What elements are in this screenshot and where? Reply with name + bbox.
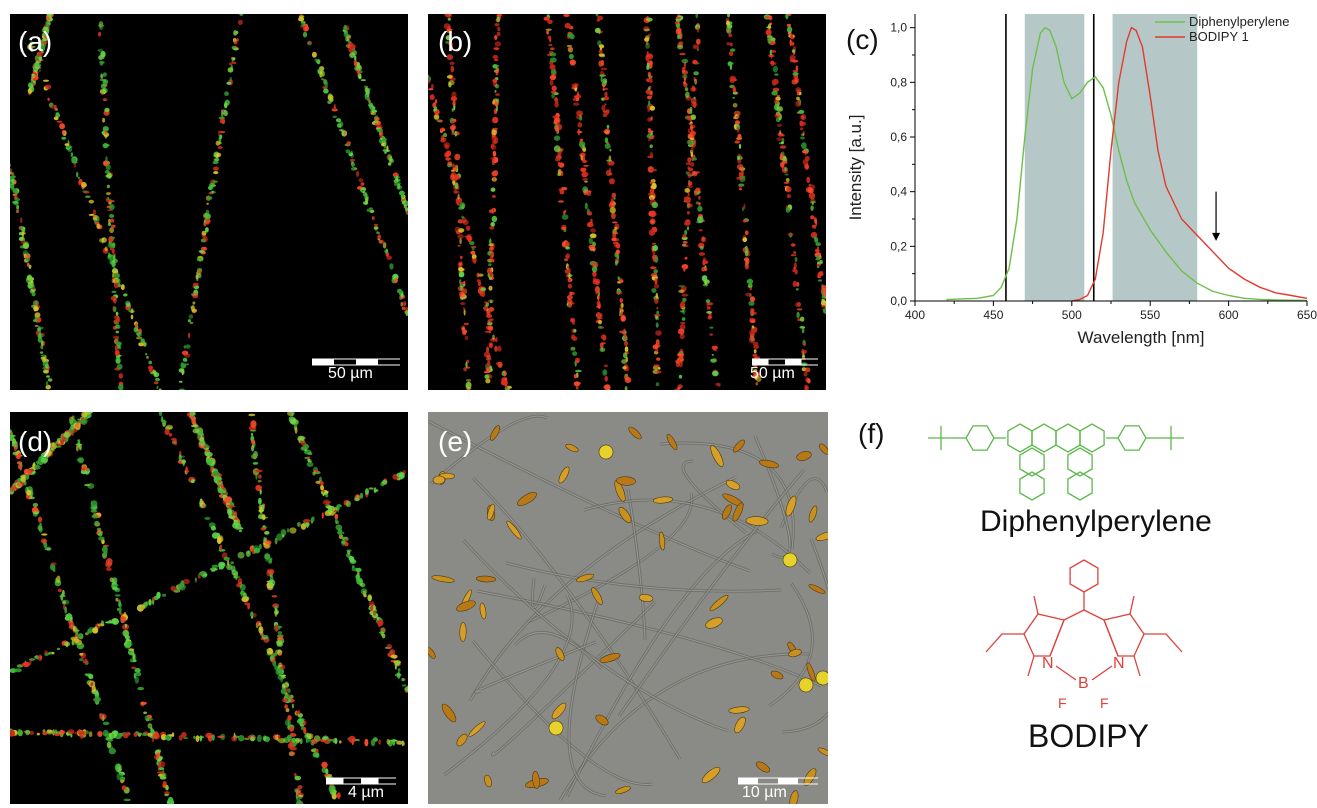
micrograph-a: (a) 50 µm — [10, 14, 408, 390]
y-tick-label: 0,0 — [890, 294, 907, 308]
bodipy-skeleton — [985, 559, 1183, 681]
scale-bar — [752, 358, 818, 366]
phenyl-ring — [965, 425, 995, 451]
x-tick-label: 550 — [1140, 308, 1160, 322]
fiber — [10, 429, 131, 802]
fibers — [428, 414, 828, 801]
bodipy-structure: N N B F F — [985, 559, 1183, 711]
scale-bar-label-a: 50 µm — [328, 365, 373, 382]
fiber — [785, 14, 826, 315]
fiber — [673, 14, 701, 390]
panel-label-a: (a) — [18, 26, 53, 57]
atom-f2: F — [1100, 695, 1109, 711]
panel-label-f: (f) — [858, 418, 885, 449]
fiber — [287, 412, 408, 693]
fiber — [69, 415, 175, 804]
scale-bar — [326, 777, 396, 785]
x-tick-label: 600 — [1219, 308, 1239, 322]
fiber — [27, 14, 54, 96]
series-line — [946, 26, 1308, 302]
legend-label: Diphenylperylene — [1189, 14, 1289, 29]
micrograph-d: (d) 4 µm — [10, 412, 408, 804]
filter-band — [1112, 14, 1198, 301]
fiber — [594, 14, 632, 390]
panel-label-b: (b) — [438, 26, 473, 57]
y-axis-title: Intensity [a.u.] — [846, 115, 865, 221]
y-tick-label: 0,2 — [890, 239, 907, 253]
scale-bar-label-e: 10 µm — [742, 784, 787, 801]
fiber — [178, 14, 244, 390]
fiber — [543, 14, 582, 390]
x-tick-label: 500 — [1062, 308, 1082, 322]
fiber — [443, 14, 472, 390]
diphenylperylene-structure — [928, 423, 1184, 501]
beads — [428, 425, 828, 804]
filter-band — [1024, 14, 1085, 301]
atom-f1: F — [1058, 695, 1067, 711]
fiber — [763, 14, 811, 390]
image-background — [10, 14, 408, 390]
fiber — [563, 14, 611, 390]
x-tick-label: 400 — [905, 308, 925, 322]
atom-n2: N — [1113, 655, 1125, 672]
scale-bar — [738, 777, 818, 785]
micrograph-d-image — [10, 412, 408, 804]
fiber — [10, 163, 53, 390]
y-tick-label: 0,4 — [890, 185, 907, 199]
panel-label-d: (d) — [18, 426, 53, 457]
fiber — [248, 413, 304, 804]
legend-label: BODIPY 1 — [1189, 29, 1249, 44]
scale-bar-label-b: 50 µm — [750, 365, 795, 382]
series-line — [1071, 26, 1308, 302]
atom-n1: N — [1042, 655, 1054, 672]
bodipy-name: BODIPY — [1028, 718, 1149, 754]
scale-bar-label-d: 4 µm — [348, 784, 384, 801]
emission-spectrum-chart: 400 450 500 550 600 650 0,0 0,2 0,4 0,6 0,8 1,0 Wave… — [846, 14, 1317, 347]
fiber — [186, 412, 244, 533]
scale-bar — [312, 358, 400, 366]
image-background — [428, 14, 826, 390]
phenyl-ring — [1117, 425, 1147, 451]
fiber — [10, 412, 93, 495]
fiber — [10, 470, 406, 673]
x-tick-label: 450 — [983, 308, 1003, 322]
x-axis-title: Wavelength [nm] — [1078, 328, 1205, 347]
y-tick-label: 0,8 — [890, 75, 907, 89]
fiber — [342, 24, 408, 215]
micrograph-a-image — [10, 14, 408, 390]
micrograph-e-image — [428, 412, 828, 804]
fiber — [643, 15, 662, 387]
diphenylperylene-name: Diphenylperylene — [980, 505, 1212, 538]
y-tick-label: 1,0 — [890, 21, 907, 35]
micrograph-e: (e) 10 µm — [428, 412, 828, 804]
fiber — [10, 728, 405, 747]
atom-b: B — [1078, 675, 1089, 692]
image-background — [10, 412, 408, 804]
fiber — [725, 14, 762, 386]
fiber — [298, 14, 408, 316]
micrograph-b-image — [428, 14, 826, 390]
y-tick-label: 0,6 — [890, 130, 907, 144]
annotation-arrowhead — [1212, 232, 1221, 241]
phenyl-ring — [1069, 559, 1099, 593]
fiber — [97, 21, 124, 390]
panel-label-e: (e) — [438, 426, 473, 457]
fiber — [483, 14, 503, 384]
x-tick-label: 650 — [1297, 308, 1317, 322]
micrograph-b: (b) 50 µm — [428, 14, 826, 390]
fiber — [428, 74, 512, 390]
panel-label-c: (c) — [846, 24, 879, 55]
